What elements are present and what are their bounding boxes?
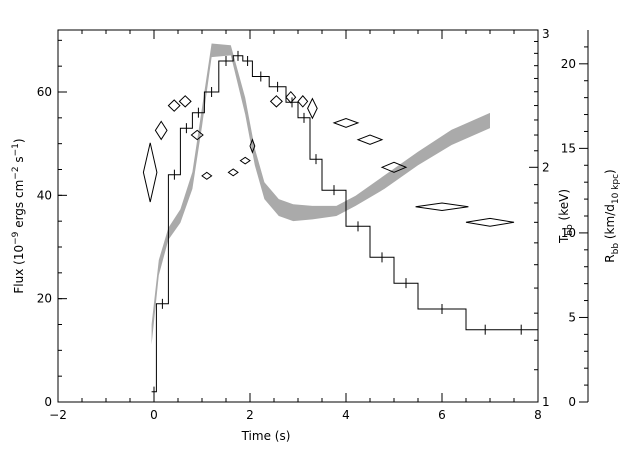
- temperature-diamond: [285, 90, 297, 104]
- temperature-diamond: [415, 202, 469, 212]
- x-tick-label: −2: [49, 408, 67, 422]
- temperature-diamond: [380, 161, 408, 173]
- temperature-diamond: [356, 134, 384, 145]
- temperature-diamond: [239, 156, 251, 165]
- temperature-diamond: [465, 217, 515, 227]
- temperature-diamond: [249, 138, 256, 154]
- middle-tick-label: 3: [542, 27, 550, 41]
- left-axis-title: Flux (10−9 ergs cm−2 s−1): [11, 138, 26, 293]
- left-tick-label: 20: [37, 292, 52, 306]
- right-tick-label: 5: [568, 310, 576, 324]
- x-tick-label: 4: [342, 408, 350, 422]
- left-tick-label: 40: [37, 188, 52, 202]
- temperature-diamond: [332, 117, 360, 128]
- temperature-diamond: [190, 129, 204, 141]
- temperature-diamond: [307, 97, 318, 120]
- temperature-diamond: [142, 142, 158, 203]
- temperature-diamond: [297, 95, 309, 108]
- middle-tick-label: 1: [542, 395, 550, 409]
- temperature-diamond: [154, 120, 168, 141]
- x-tick-label: 8: [534, 408, 542, 422]
- temperature-layer: [142, 90, 515, 227]
- temperature-diamond: [167, 99, 181, 112]
- right-tick-label: 15: [561, 141, 576, 155]
- middle-tick-label: 2: [542, 160, 550, 174]
- x-tick-label: 0: [150, 408, 158, 422]
- flux-histogram: [151, 55, 538, 393]
- x-tick-label: 6: [438, 408, 446, 422]
- right-axis-title: Rbb (km/d10 kpc): [603, 169, 621, 262]
- x-axis-title: Time (s): [241, 429, 291, 443]
- right-tick-label: 10: [561, 226, 576, 240]
- temperature-diamond: [227, 168, 239, 177]
- left-tick-label: 0: [44, 395, 52, 409]
- middle-axis-title: Tbb (keV): [557, 189, 575, 244]
- right-tick-label: 20: [561, 57, 576, 71]
- temperature-diamond: [269, 95, 283, 108]
- temperature-diamond: [178, 95, 192, 108]
- temperature-diamond: [201, 171, 213, 180]
- flux-histogram-layer: [151, 50, 538, 397]
- x-tick-label: 2: [246, 408, 254, 422]
- right-tick-label: 0: [568, 395, 576, 409]
- left-tick-label: 60: [37, 85, 52, 99]
